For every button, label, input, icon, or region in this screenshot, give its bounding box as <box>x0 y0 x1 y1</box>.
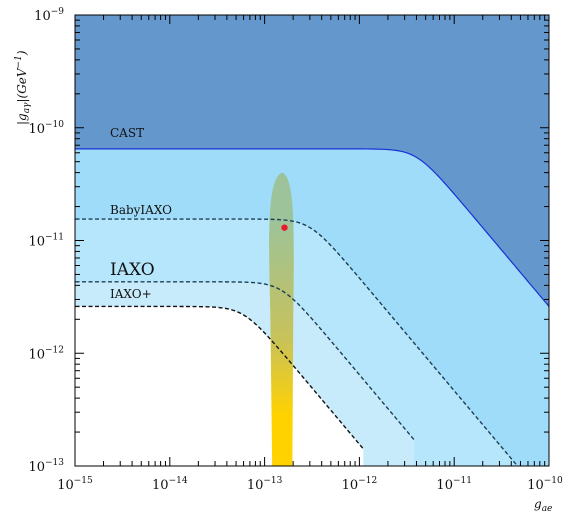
y-axis-label: |gaγ|(GeV−1) <box>14 50 32 125</box>
x-tick-label: 10−13 <box>247 476 283 493</box>
x-tick-label: 10−15 <box>57 476 93 493</box>
y-tick-label: 10−10 <box>28 120 64 137</box>
x-tick-labels: 10−15 10−14 10−13 10−12 10−11 10−10 <box>57 476 563 493</box>
x-tick-label: 10−11 <box>436 476 472 493</box>
y-tick-label: 10−12 <box>28 345 64 362</box>
iaxo-plus-curve <box>75 305 364 450</box>
iaxo-curve <box>75 281 415 441</box>
hint-region <box>269 172 294 466</box>
series-label-iaxo-plus: IAXO+ <box>110 287 152 301</box>
best-fit-point <box>281 224 288 231</box>
x-tick-label: 10−12 <box>342 476 378 493</box>
babyiaxo-curve <box>75 218 519 466</box>
x-tick-label: 10−14 <box>152 476 188 493</box>
y-tick-label: 10−11 <box>28 233 64 250</box>
series-label-iaxo: IAXO <box>110 260 155 280</box>
series-label-cast: CAST <box>110 126 144 140</box>
cast-curve <box>75 148 549 307</box>
plot-frame <box>74 14 550 467</box>
y-tick-labels: 10−13 10−12 10−11 10−10 10−9 <box>28 7 64 475</box>
x-axis-label: gae <box>534 497 552 514</box>
x-tick-label: 10−10 <box>527 476 563 493</box>
series-label-babyiaxo: BabyIAXO <box>110 203 172 217</box>
y-tick-label: 10−9 <box>34 7 64 24</box>
y-tick-label: 10−13 <box>28 458 64 475</box>
